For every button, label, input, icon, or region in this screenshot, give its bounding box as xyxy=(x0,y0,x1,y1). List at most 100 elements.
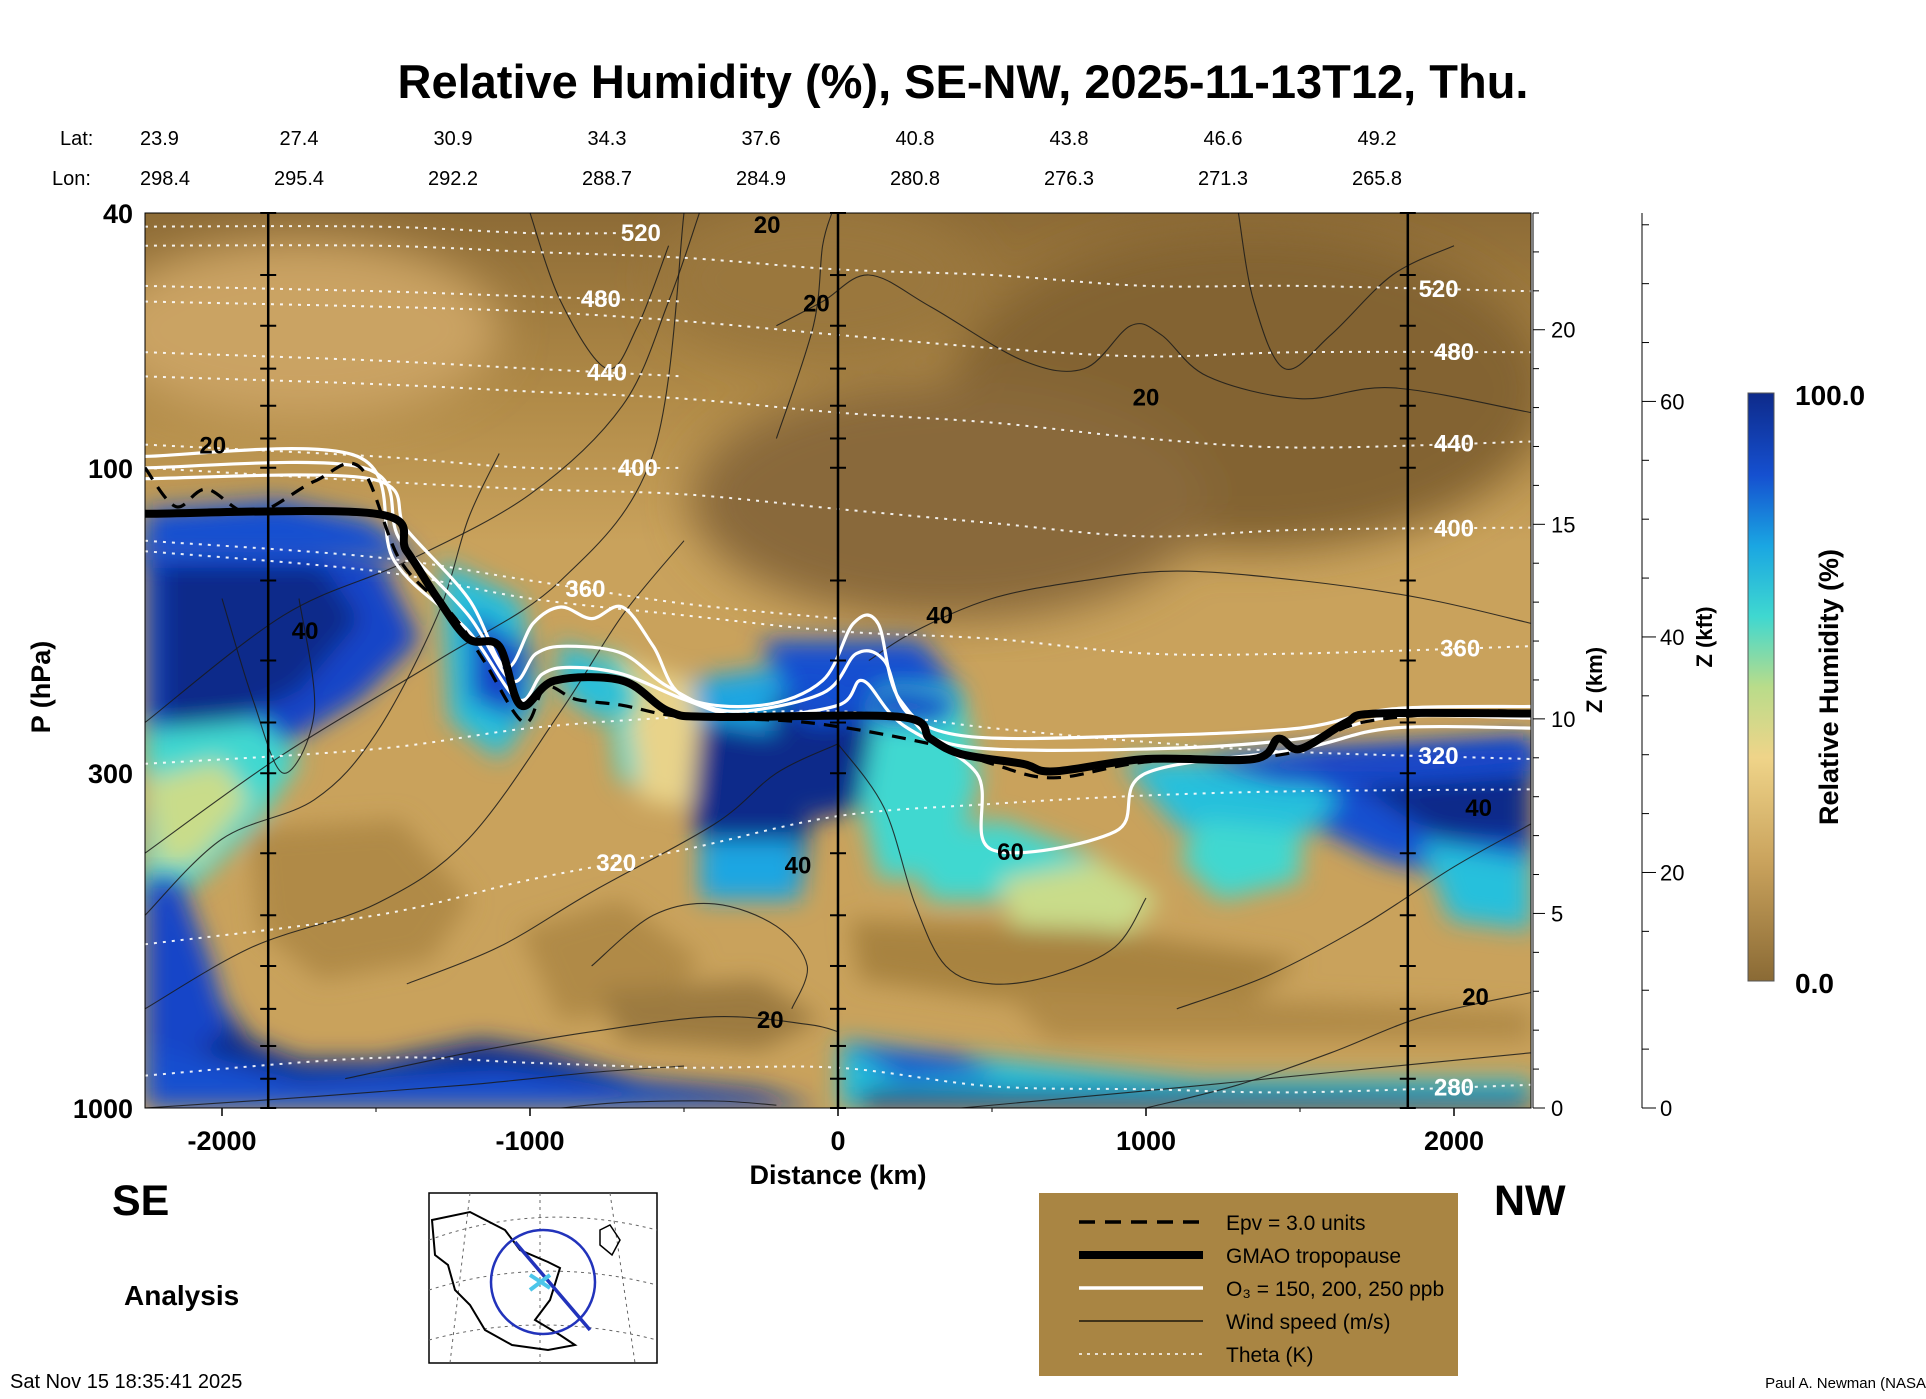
zkft-tick-label-3: 60 xyxy=(1660,389,1684,414)
wind-contour-0 xyxy=(145,213,685,854)
wind-contour-13 xyxy=(1176,823,1531,1010)
plot-area: 40 20 20 20 20 40 40 60 20 40 20 280 320 320 360 360 400… xyxy=(144,212,1532,1109)
wind-contour-12 xyxy=(775,213,833,439)
lat-value-4: 37.6 xyxy=(742,128,781,150)
theta-label-9: 480 xyxy=(1434,339,1474,366)
lat-value-3: 34.3 xyxy=(588,128,627,150)
inset-map xyxy=(428,1192,658,1364)
lon-value-6: 276.3 xyxy=(1044,168,1094,190)
legend-label-0: Epv = 3.0 units xyxy=(1226,1212,1366,1235)
theta-label-6: 400 xyxy=(618,455,658,482)
lon-label: Lon: xyxy=(52,168,91,190)
theta-label-11: 520 xyxy=(1419,276,1459,303)
wind-speed-label-6: 40 xyxy=(785,852,812,879)
theta-label-5: 400 xyxy=(1434,515,1474,542)
y-axis-label: P (hPa) xyxy=(26,641,56,734)
wind-contour-2 xyxy=(145,540,685,1010)
wind-contour-11 xyxy=(776,274,1531,414)
legend-label-3: Wind speed (m/s) xyxy=(1226,1311,1391,1334)
lat-value-5: 40.8 xyxy=(896,128,935,150)
wind-contour-15 xyxy=(961,1052,1531,1108)
colorbar: 100.0 0.0 Relative Humidity (%) xyxy=(1747,380,1865,999)
humidity-field xyxy=(145,213,1531,1108)
wind-speed-label-9: 40 xyxy=(1465,795,1492,822)
zkft-axis-label: Z (kft) xyxy=(1692,606,1717,667)
lon-value-8: 265.8 xyxy=(1352,168,1402,190)
zkm-tick-label-4: 20 xyxy=(1551,318,1575,343)
ozone-contour-0 xyxy=(145,473,1531,741)
p-tick-label-1: 100 xyxy=(88,454,133,484)
lon-value-3: 288.7 xyxy=(582,168,632,190)
wind-contour-5 xyxy=(406,743,839,985)
x-tick-label-4: 2000 xyxy=(1424,1126,1484,1156)
wind-speed-label-4: 20 xyxy=(1133,385,1160,412)
x-axis-label: Distance (km) xyxy=(749,1160,926,1190)
ozone-contour-1 xyxy=(145,460,1531,752)
x-tick-label-2: 0 xyxy=(830,1126,845,1156)
analysis-label: Analysis xyxy=(124,1280,239,1311)
lat-label: Lat: xyxy=(60,128,93,150)
lat-value-7: 46.6 xyxy=(1204,128,1243,150)
lon-value-1: 295.4 xyxy=(274,168,324,190)
wind-contour-8 xyxy=(560,1100,777,1108)
colorbar-gradient xyxy=(1747,392,1775,982)
wind-contour-17 xyxy=(1237,213,1455,370)
wind-speed-label-10: 20 xyxy=(1462,984,1489,1011)
lat-value-0: 23.9 xyxy=(140,128,179,150)
se-label: SE xyxy=(112,1177,169,1225)
theta-contour-2 xyxy=(145,788,1531,946)
wind-speed-label-5: 40 xyxy=(926,602,953,629)
zkm-tick-label-0: 0 xyxy=(1551,1096,1563,1121)
vertical-markers xyxy=(260,212,1416,1109)
wind-speed-label-8: 20 xyxy=(757,1007,784,1034)
lat-value-1: 27.4 xyxy=(280,128,319,150)
nw-label: NW xyxy=(1494,1177,1566,1225)
legend-label-4: Theta (K) xyxy=(1226,1344,1314,1367)
zkm-tick-label-2: 10 xyxy=(1551,707,1575,732)
wind-speed-label-7: 60 xyxy=(997,839,1024,866)
theta-label-2: 320 xyxy=(596,850,636,877)
theta-label-4: 360 xyxy=(565,576,605,603)
p-tick-label-3: 1000 xyxy=(73,1094,133,1124)
wind-speed-label-3: 20 xyxy=(803,290,830,317)
theta-label-7: 440 xyxy=(1434,431,1474,458)
wind-contour-14 xyxy=(1145,991,1531,1108)
colorbar-max-label: 100.0 xyxy=(1795,380,1865,411)
zkft-tick-label-2: 40 xyxy=(1660,625,1684,650)
wind-speed-label-2: 20 xyxy=(754,212,781,239)
lon-value-5: 280.8 xyxy=(890,168,940,190)
theta-label-0: 280 xyxy=(1434,1074,1474,1101)
legend: Epv = 3.0 units GMAO tropopause O₃ = 150, … xyxy=(1039,1193,1458,1376)
x-tick-label-0: -2000 xyxy=(187,1126,256,1156)
wind-contour-4 xyxy=(221,598,316,774)
lat-value-2: 30.9 xyxy=(434,128,473,150)
zkm-axis-label: Z (km) xyxy=(1582,647,1607,713)
zkft-tick-label-1: 20 xyxy=(1660,860,1684,885)
theta-label-12: 520 xyxy=(621,220,661,247)
theta-label-10: 480 xyxy=(581,286,621,313)
wind-contour-10 xyxy=(868,570,1531,661)
wind-contour-3 xyxy=(145,453,500,916)
colorbar-min-label: 0.0 xyxy=(1795,968,1834,999)
lon-value-4: 284.9 xyxy=(736,168,786,190)
wind-contour-7 xyxy=(145,1065,685,1108)
lat-value-8: 49.2 xyxy=(1358,128,1397,150)
wind-speed-label-0: 40 xyxy=(292,618,319,645)
theta-label-3: 360 xyxy=(1440,635,1480,662)
lon-value-7: 271.3 xyxy=(1198,168,1248,190)
zkm-tick-label-3: 15 xyxy=(1551,512,1575,537)
legend-label-2: O₃ = 150, 200, 250 ppb xyxy=(1226,1278,1444,1301)
lon-value-0: 298.4 xyxy=(140,168,190,190)
x-tick-label-3: 1000 xyxy=(1116,1126,1176,1156)
tropopause-line xyxy=(145,507,1531,776)
chart-title: Relative Humidity (%), SE-NW, 2025-11-13… xyxy=(398,55,1529,108)
theta-label-8: 440 xyxy=(587,360,627,387)
zkft-tick-label-0: 0 xyxy=(1660,1096,1672,1121)
colorbar-label: Relative Humidity (%) xyxy=(1814,549,1844,825)
lat-value-6: 43.8 xyxy=(1050,128,1089,150)
zkm-tick-label-1: 5 xyxy=(1551,901,1563,926)
wind-contour-1 xyxy=(145,213,700,723)
